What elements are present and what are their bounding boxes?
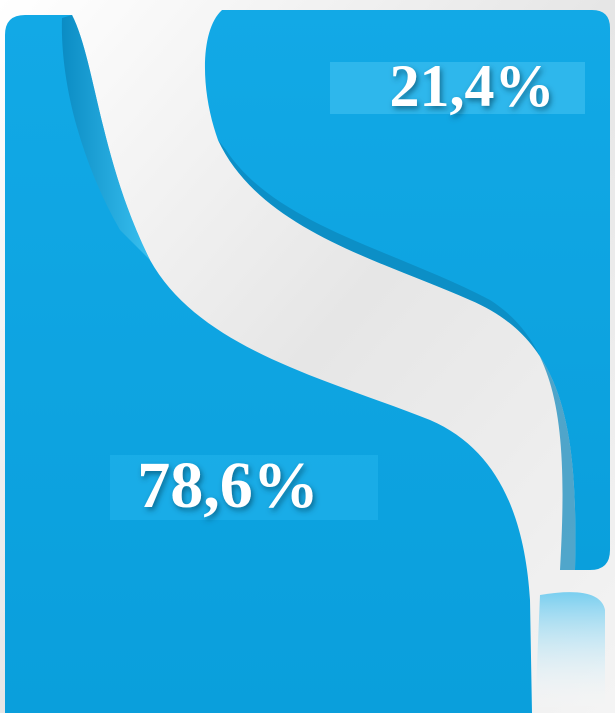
label-box <box>110 455 378 520</box>
right-shape-edge <box>218 140 576 570</box>
reflection <box>535 592 605 713</box>
label-box <box>330 62 585 114</box>
right-shape <box>204 10 610 570</box>
left-fold <box>61 15 150 260</box>
percent-label: 21,4% <box>390 53 555 119</box>
percent-label: 78,6% <box>137 449 319 522</box>
left-shape <box>5 15 532 713</box>
